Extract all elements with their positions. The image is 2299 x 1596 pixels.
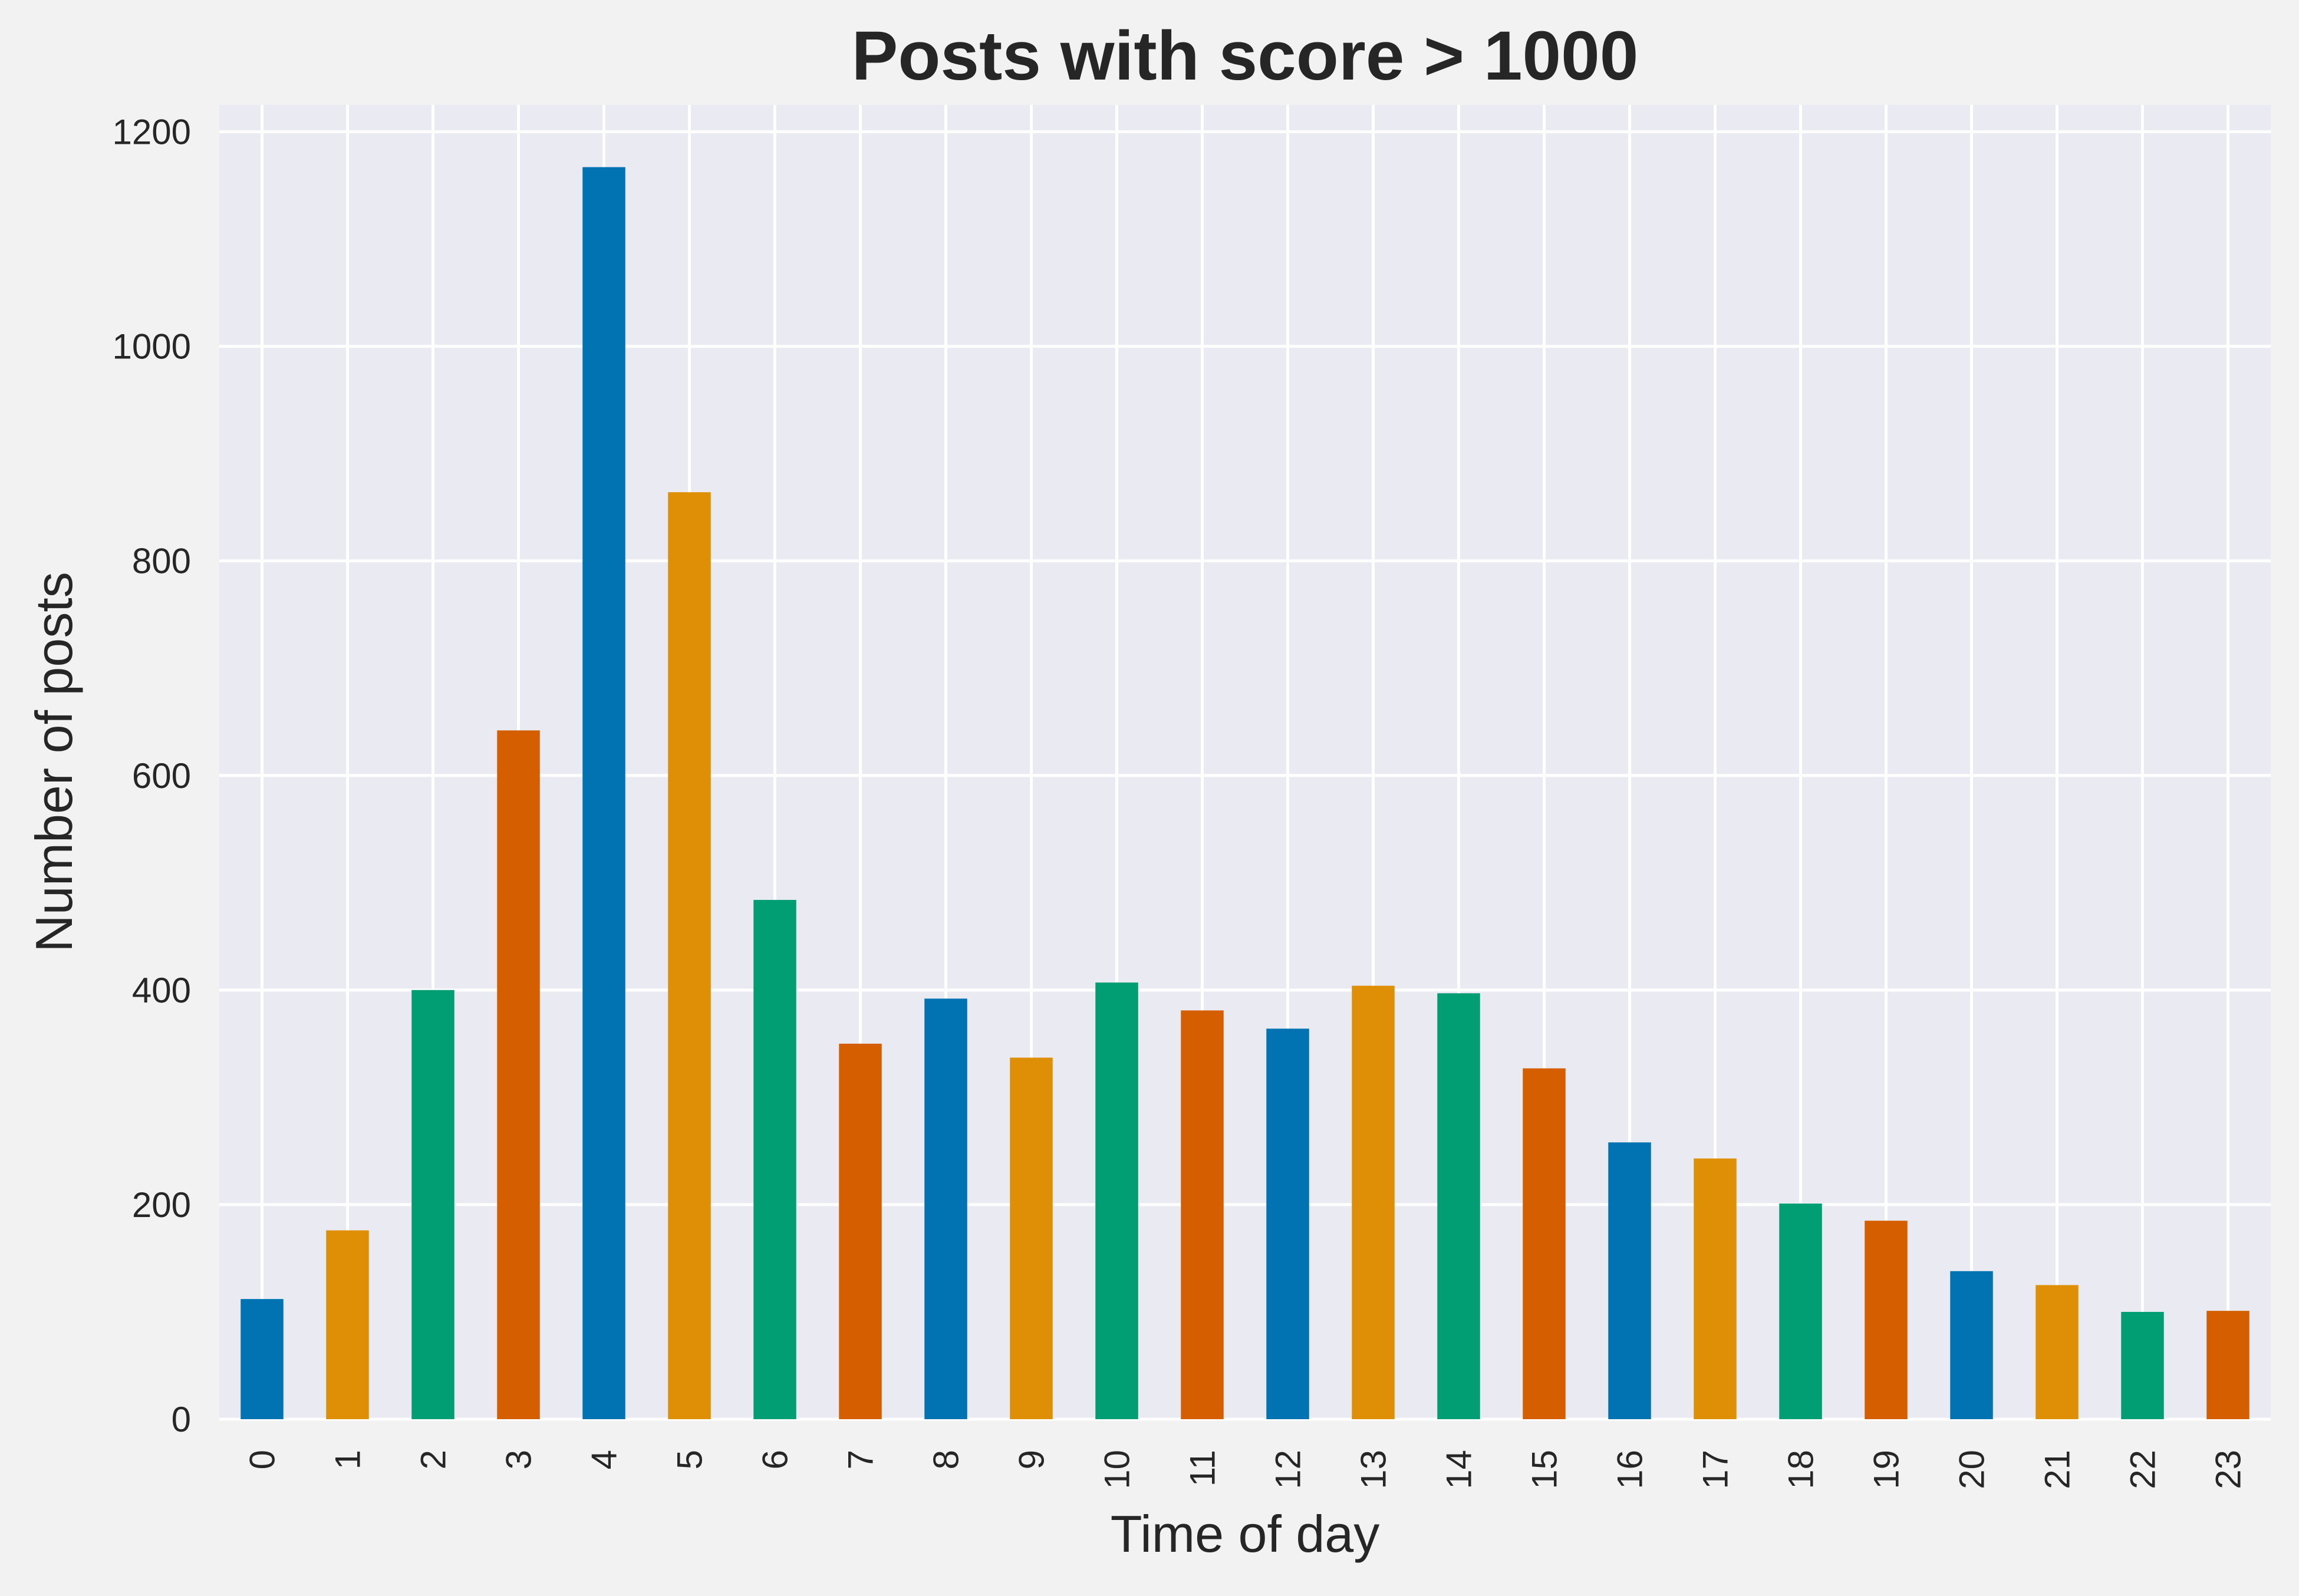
x-tick-label: 23	[2209, 1450, 2248, 1489]
y-tick-label: 1200	[113, 113, 191, 152]
x-tick-label: 4	[585, 1450, 624, 1469]
x-tick-label: 13	[1354, 1450, 1394, 1489]
bar-hour-5	[668, 492, 711, 1419]
x-tick-label: 10	[1098, 1450, 1137, 1489]
x-tick-label: 5	[670, 1450, 710, 1469]
bar-hour-1	[326, 1230, 369, 1419]
y-axis-label: Number of posts	[25, 572, 83, 952]
x-tick-label: 7	[841, 1450, 881, 1469]
x-tick-label: 0	[243, 1450, 282, 1469]
x-tick-label: 8	[927, 1450, 966, 1469]
bar-hour-18	[1779, 1203, 1822, 1419]
bar-hour-11	[1181, 1010, 1224, 1419]
bar-hour-2	[411, 990, 454, 1419]
x-tick-label: 2	[414, 1450, 453, 1469]
bar-hour-20	[1950, 1271, 1993, 1419]
bar-hour-15	[1523, 1068, 1566, 1419]
y-tick-label: 400	[132, 971, 191, 1010]
x-tick-label: 17	[1696, 1450, 1735, 1489]
bar-hour-8	[924, 998, 967, 1419]
bar-hour-0	[241, 1299, 284, 1419]
x-tick-label: 1	[328, 1450, 368, 1469]
y-tick-label: 200	[132, 1185, 191, 1225]
bar-hour-3	[497, 730, 540, 1419]
bar-hour-13	[1352, 985, 1395, 1419]
x-tick-label: 15	[1525, 1450, 1564, 1489]
chart-title: Posts with score > 1000	[852, 17, 1639, 95]
x-axis-ticks: 0 1 2 3 4 5 6 7 8 9 10 11 12 13 14 15 16 17 18 19 20 21 22 23	[243, 1450, 2248, 1489]
bar-hour-17	[1694, 1158, 1737, 1419]
x-tick-label: 11	[1183, 1450, 1223, 1486]
bar-hour-23	[2206, 1311, 2249, 1419]
x-tick-label: 14	[1440, 1450, 1479, 1489]
y-tick-label: 800	[132, 542, 191, 581]
x-tick-label: 9	[1012, 1450, 1052, 1469]
bar-hour-12	[1266, 1028, 1309, 1419]
y-tick-label: 0	[172, 1400, 191, 1439]
x-tick-label: 12	[1269, 1450, 1308, 1489]
x-tick-label: 22	[2123, 1450, 2163, 1489]
x-tick-label: 3	[499, 1450, 539, 1469]
bar-hour-19	[1865, 1221, 1908, 1419]
x-tick-label: 19	[1867, 1450, 1906, 1489]
bar-hour-14	[1437, 993, 1480, 1419]
y-tick-label: 1000	[113, 327, 191, 367]
bars	[241, 167, 2249, 1419]
x-tick-label: 16	[1610, 1450, 1650, 1489]
x-tick-label: 21	[2038, 1450, 2077, 1489]
x-axis-label: Time of day	[1111, 1505, 1379, 1563]
bar-hour-10	[1095, 982, 1138, 1419]
x-tick-label: 18	[1781, 1450, 1821, 1489]
y-axis-ticks: 0 200 400 600 800 1000 1200	[113, 113, 191, 1439]
bar-hour-16	[1608, 1142, 1651, 1419]
bar-hour-4	[582, 167, 625, 1419]
plot-area	[219, 105, 2271, 1419]
x-tick-label: 20	[1952, 1450, 1992, 1489]
bar-hour-9	[1010, 1057, 1053, 1419]
bar-hour-7	[839, 1043, 882, 1419]
bar-hour-6	[753, 899, 796, 1419]
bar-hour-21	[2035, 1285, 2079, 1419]
x-tick-label: 6	[756, 1450, 795, 1469]
y-tick-label: 600	[132, 756, 191, 796]
bar-hour-22	[2121, 1311, 2164, 1419]
